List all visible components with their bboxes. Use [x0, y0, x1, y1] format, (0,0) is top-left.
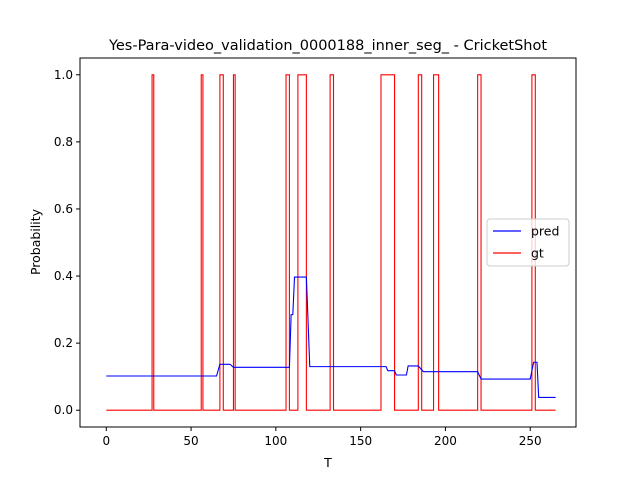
y-tick-label: 1.0 [54, 68, 73, 82]
x-tick-label: 200 [434, 434, 457, 448]
x-tick-label: 100 [264, 434, 287, 448]
series-line-pred [106, 276, 556, 399]
y-axis-label: Probability [28, 208, 43, 275]
series-line-gt [106, 74, 556, 411]
legend-label-pred: pred [531, 224, 559, 239]
x-tick-label: 50 [183, 434, 198, 448]
y-tick-label: 0.0 [54, 403, 73, 417]
x-axis-ticks: 0 50 100 150 200 250 [102, 427, 542, 448]
series-layer [106, 74, 556, 411]
y-tick-label: 0.2 [54, 336, 73, 350]
y-tick-label: 0.8 [54, 135, 73, 149]
x-tick-label: 150 [349, 434, 372, 448]
x-axis-label: T [323, 455, 332, 470]
legend-label-gt: gt [531, 246, 544, 261]
y-tick-label: 0.6 [54, 202, 73, 216]
y-axis-ticks: 0.0 0.2 0.4 0.6 0.8 1.0 [54, 68, 80, 417]
y-tick-label: 0.4 [54, 269, 73, 283]
x-tick-label: 250 [519, 434, 542, 448]
legend: pred gt [486, 218, 570, 267]
x-tick-label: 0 [102, 434, 110, 448]
chart-title: Yes-Para-video_validation_0000188_inner_… [108, 38, 547, 54]
